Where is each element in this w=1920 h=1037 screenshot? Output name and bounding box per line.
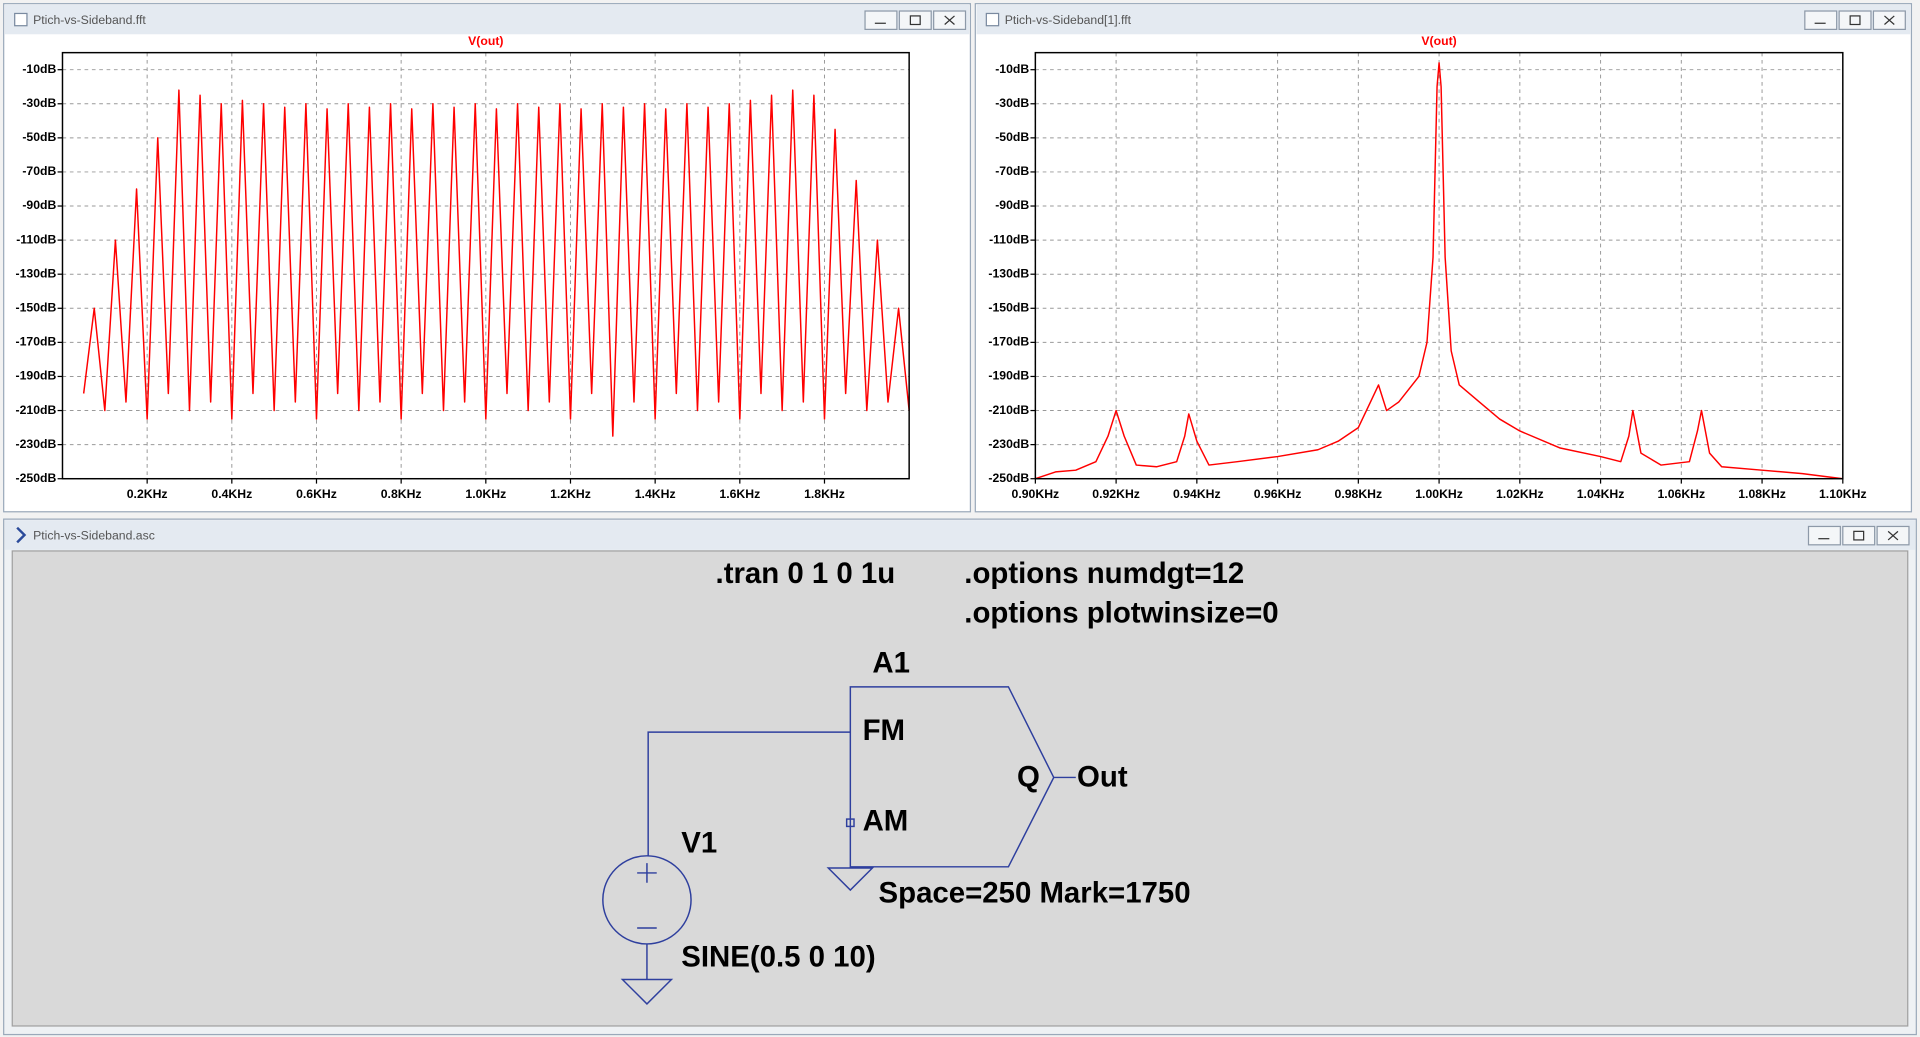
window-title: Ptich-vs-Sideband[1].fft bbox=[1005, 13, 1132, 27]
x-tick-label: 1.6KHz bbox=[719, 487, 760, 501]
maximize-icon bbox=[909, 15, 921, 26]
window-buttons[interactable] bbox=[864, 10, 967, 30]
spice-directive: .tran 0 1 0 1u bbox=[716, 557, 896, 590]
x-tick-label: 0.94KHz bbox=[1173, 487, 1221, 501]
data-line bbox=[82, 89, 910, 437]
maximize-icon bbox=[1849, 15, 1861, 26]
y-tick-label: -110dB bbox=[16, 232, 56, 246]
y-tick-label: -150dB bbox=[16, 301, 57, 315]
plot-frame bbox=[61, 51, 910, 480]
close-icon bbox=[1884, 15, 1895, 25]
y-tick-label: -150dB bbox=[988, 301, 1029, 315]
polarity-signs bbox=[637, 863, 657, 929]
trace-label: V(out) bbox=[468, 34, 503, 48]
component-value: SINE(0.5 0 10) bbox=[681, 940, 875, 973]
plot: -10dB -30dB -50dB -70dB -90dB -110dB -130dB -15… bbox=[988, 34, 1866, 501]
pin-label: FM bbox=[863, 714, 905, 747]
y-tick-label: -110dB bbox=[989, 232, 1029, 246]
schematic-canvas[interactable] bbox=[11, 550, 1909, 1027]
y-tick-label: -50dB bbox=[995, 130, 1029, 144]
y-tick-label: -30dB bbox=[995, 96, 1029, 110]
x-tick-label: 1.10KHz bbox=[1819, 487, 1867, 501]
plot-frame bbox=[1034, 51, 1844, 480]
app-icon bbox=[16, 526, 27, 544]
modulator-symbol bbox=[849, 686, 1055, 868]
y-tick-label: -130dB bbox=[988, 266, 1029, 280]
spice-directive: .options numdgt=12 bbox=[964, 557, 1244, 590]
maximize-button[interactable] bbox=[898, 10, 932, 30]
schematic-window: Ptich-vs-Sideband.asc .tran 0 1 0 1u .op… bbox=[3, 518, 1917, 1036]
y-tick-label: -90dB bbox=[22, 198, 56, 212]
window-title: Ptich-vs-Sideband.asc bbox=[33, 528, 155, 542]
pin-label: AM bbox=[863, 805, 909, 838]
x-tick-label: 1.4KHz bbox=[635, 487, 676, 501]
x-tick-label: 1.06KHz bbox=[1658, 487, 1706, 501]
close-icon bbox=[1887, 530, 1899, 541]
title-bar bbox=[4, 4, 970, 35]
component-value: Space=250 Mark=1750 bbox=[879, 877, 1191, 910]
ground-symbol bbox=[620, 978, 674, 1005]
ground-symbol bbox=[826, 867, 875, 892]
schematic-drawing bbox=[602, 686, 1076, 1005]
component-name: V1 bbox=[681, 827, 717, 860]
window-buttons[interactable] bbox=[1807, 525, 1910, 546]
spice-directive: .options plotwinsize=0 bbox=[964, 596, 1278, 629]
x-tick-label: 1.08KHz bbox=[1738, 487, 1786, 501]
plot: -10dB -30dB -50dB -70dB -90dB -110dB -130dB -15… bbox=[16, 34, 910, 501]
x-tick-label: 1.0KHz bbox=[465, 487, 506, 501]
x-tick-label: 1.2KHz bbox=[550, 487, 591, 501]
y-tick-label: -90dB bbox=[995, 198, 1029, 212]
wire bbox=[647, 731, 851, 856]
net-label: Out bbox=[1077, 760, 1128, 793]
maximize-icon bbox=[1853, 530, 1865, 541]
y-tick-label: -250dB bbox=[988, 471, 1029, 485]
y-tick-label: -130dB bbox=[16, 266, 57, 280]
y-tick-label: -210dB bbox=[988, 403, 1029, 417]
x-tick-label: 0.92KHz bbox=[1092, 487, 1140, 501]
maximize-button[interactable] bbox=[1838, 10, 1872, 30]
x-tick-label: 1.00KHz bbox=[1415, 487, 1463, 501]
x-tick-label: 0.90KHz bbox=[1012, 487, 1060, 501]
x-tick-label: 1.04KHz bbox=[1577, 487, 1625, 501]
window-title: Ptich-vs-Sideband.fft bbox=[33, 13, 146, 27]
x-tick-label: 0.98KHz bbox=[1335, 487, 1383, 501]
y-tick-label: -230dB bbox=[988, 437, 1029, 451]
trace-label: V(out) bbox=[1421, 34, 1456, 48]
y-tick-label: -170dB bbox=[16, 335, 57, 349]
y-tick-label: -170dB bbox=[988, 335, 1029, 349]
title-bar bbox=[976, 4, 1911, 35]
x-tick-label: 0.2KHz bbox=[127, 487, 168, 501]
y-tick-label: -210dB bbox=[16, 403, 57, 417]
minimize-button[interactable] bbox=[1807, 525, 1841, 546]
pin-label: Q bbox=[1017, 760, 1040, 793]
y-tick-label: -10dB bbox=[22, 62, 56, 76]
pin-marker bbox=[845, 818, 855, 828]
x-tick-label: 0.8KHz bbox=[381, 487, 422, 501]
y-tick-label: -230dB bbox=[16, 437, 57, 451]
x-tick-label: 0.96KHz bbox=[1254, 487, 1302, 501]
y-tick-label: -190dB bbox=[16, 369, 57, 383]
app-icon bbox=[985, 12, 1000, 27]
y-tick-label: -70dB bbox=[995, 164, 1029, 178]
data-line bbox=[1035, 62, 1843, 480]
maximize-button[interactable] bbox=[1842, 525, 1876, 546]
component-name: A1 bbox=[872, 647, 910, 680]
x-tick-label: 1.02KHz bbox=[1496, 487, 1544, 501]
x-tick-label: 0.4KHz bbox=[211, 487, 252, 501]
y-tick-label: -190dB bbox=[988, 369, 1029, 383]
y-tick-label: -70dB bbox=[22, 164, 56, 178]
app-icon bbox=[14, 12, 28, 27]
y-tick-label: -250dB bbox=[16, 471, 57, 485]
close-icon bbox=[944, 15, 955, 25]
window-buttons[interactable] bbox=[1804, 10, 1906, 30]
x-tick-label: 0.6KHz bbox=[296, 487, 337, 501]
x-tick-label: 1.8KHz bbox=[804, 487, 845, 501]
y-tick-label: -30dB bbox=[22, 96, 56, 110]
minimize-button[interactable] bbox=[864, 10, 898, 30]
y-tick-label: -50dB bbox=[22, 130, 56, 144]
y-tick-label: -10dB bbox=[995, 62, 1029, 76]
minimize-button[interactable] bbox=[1804, 10, 1838, 30]
title-bar bbox=[4, 520, 1916, 550]
